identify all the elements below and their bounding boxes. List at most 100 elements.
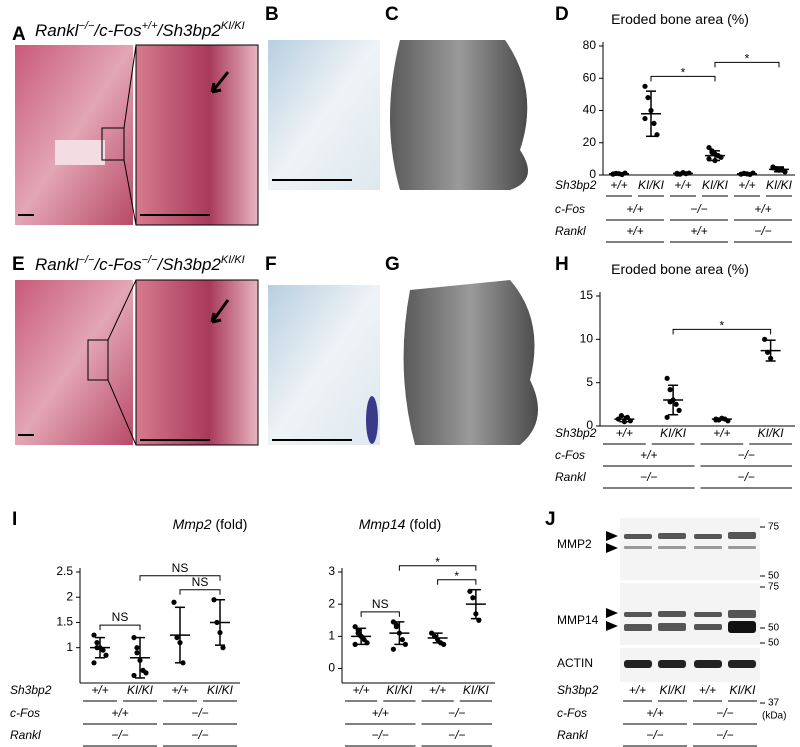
histology-e — [15, 279, 259, 446]
row-label: Sh3bp2 — [555, 426, 597, 440]
significance-label: * — [681, 65, 686, 79]
data-point — [664, 375, 670, 381]
data-point — [134, 650, 140, 656]
genotype: −/− — [716, 728, 733, 742]
image-title: Rankl−/−/c-Fos+/+/Sh3bp2KI/KI — [35, 20, 245, 41]
data-point — [642, 115, 648, 122]
significance-bracket — [714, 61, 780, 68]
title-part: Rankl — [35, 255, 80, 274]
genotype: −/− — [754, 224, 771, 238]
data-point — [143, 670, 149, 676]
data-point — [782, 169, 788, 175]
y-tick-label: 5 — [586, 375, 593, 389]
genotype: +/+ — [610, 178, 627, 192]
data-point — [174, 634, 180, 641]
chart-title: Mmp14 (fold) — [359, 516, 442, 532]
significance-label: NS — [372, 597, 389, 611]
data-point — [131, 634, 137, 641]
data-point — [676, 407, 682, 413]
row-label: Sh3bp2 — [555, 178, 597, 192]
sd-bar — [774, 166, 784, 173]
genotype: −/− — [191, 728, 208, 742]
genotype: +/+ — [626, 224, 643, 238]
data-point — [171, 599, 177, 605]
panel-letter: G — [385, 254, 400, 275]
y-tick-label: 80 — [583, 38, 597, 52]
significance-label: NS — [192, 575, 209, 589]
title-superscript: KI/KI — [221, 254, 245, 266]
image-title: Rankl−/−/c-Fos−/−/Sh3bp2KI/KI — [35, 254, 245, 275]
y-tick-label: 40 — [583, 103, 597, 117]
sd-bar — [432, 632, 443, 644]
genotype: −/− — [111, 728, 128, 742]
panel-letter: H — [555, 254, 569, 275]
panel-letter: C — [385, 4, 399, 25]
data-point — [94, 640, 100, 646]
genotype: KI/KI — [729, 683, 756, 697]
significance-label: NS — [172, 561, 189, 575]
significance-bracket — [139, 575, 221, 581]
genotype: −/− — [716, 706, 733, 720]
genotype: −/− — [372, 728, 389, 742]
chart-title: Mmp2 (fold) — [173, 516, 248, 532]
genotype: +/+ — [626, 202, 643, 216]
data-point — [393, 624, 399, 630]
staining-b — [268, 40, 380, 190]
genotype: +/+ — [640, 448, 657, 462]
genotype: −/− — [738, 470, 755, 484]
sd-bar — [742, 172, 752, 176]
y-tick-label: 3 — [328, 564, 335, 578]
data-point — [91, 660, 97, 666]
marker-unit: (kDa) — [762, 711, 786, 722]
title-superscript: −/− — [78, 20, 94, 32]
row-label: Rankl — [555, 224, 586, 238]
chart-title: Eroded bone area (%) — [611, 261, 749, 277]
genotype: KI/KI — [207, 683, 234, 697]
significance-bracket — [650, 75, 716, 82]
significance-bracket — [672, 328, 772, 335]
y-tick-label: 20 — [583, 135, 597, 149]
row-label: Rankl — [555, 470, 586, 484]
data-point — [470, 595, 476, 601]
data-point — [100, 647, 106, 653]
sd-bar — [135, 636, 145, 679]
row-label: Rankl — [557, 728, 588, 742]
marker-label: 37 — [768, 698, 780, 709]
data-point — [664, 414, 670, 420]
data-point — [618, 413, 624, 419]
panel-letter: F — [265, 254, 277, 275]
genotype: −/− — [448, 728, 465, 742]
chart-title: Eroded bone area (%) — [611, 11, 749, 27]
genotype: KI/KI — [758, 426, 785, 440]
genotype: KI/KI — [127, 683, 154, 697]
genotype: +/+ — [429, 683, 446, 697]
y-tick-label: 2 — [328, 596, 335, 610]
band-label: ACTIN — [557, 656, 593, 670]
significance-bracket — [360, 611, 400, 617]
title-part: /c-Fos — [93, 255, 142, 274]
marker-label: 50 — [768, 623, 780, 634]
row-label: c-Fos — [557, 706, 587, 720]
genotype: KI/KI — [702, 178, 729, 192]
genotype: KI/KI — [386, 683, 413, 697]
genotype: +/+ — [111, 706, 128, 720]
genotype: −/− — [640, 470, 657, 484]
y-tick-label: 2 — [66, 589, 73, 603]
chart-title-text: Eroded bone area (%) — [611, 261, 749, 277]
significance-bracket — [398, 565, 477, 571]
row-label: Rankl — [10, 728, 41, 742]
y-tick-label: 0 — [586, 418, 593, 432]
title-part: /Sh3bp2 — [157, 255, 222, 274]
row-label: Sh3bp2 — [10, 683, 52, 697]
significance-label: * — [454, 569, 459, 583]
sd-bar — [95, 636, 105, 659]
chart-title-gene: Mmp14 — [359, 516, 406, 532]
genotype: +/+ — [616, 426, 633, 440]
title-superscript: −/− — [78, 254, 94, 266]
genotype: −/− — [690, 202, 707, 216]
y-tick-label: 1 — [328, 629, 335, 643]
sd-bar — [215, 599, 225, 646]
genotype: −/− — [191, 706, 208, 720]
data-point — [91, 632, 97, 638]
